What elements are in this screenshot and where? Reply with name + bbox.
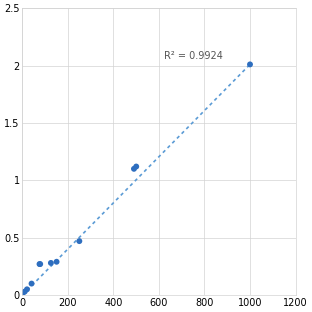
Point bbox=[131, 166, 136, 171]
Point bbox=[29, 281, 34, 286]
Point bbox=[37, 261, 42, 266]
Point bbox=[20, 293, 25, 298]
Point bbox=[48, 261, 53, 266]
Point bbox=[134, 164, 139, 169]
Point bbox=[77, 239, 82, 244]
Point bbox=[22, 289, 27, 294]
Point bbox=[247, 62, 252, 67]
Text: R² = 0.9924: R² = 0.9924 bbox=[163, 51, 222, 61]
Point bbox=[38, 261, 43, 266]
Point bbox=[54, 259, 59, 264]
Point bbox=[25, 287, 30, 292]
